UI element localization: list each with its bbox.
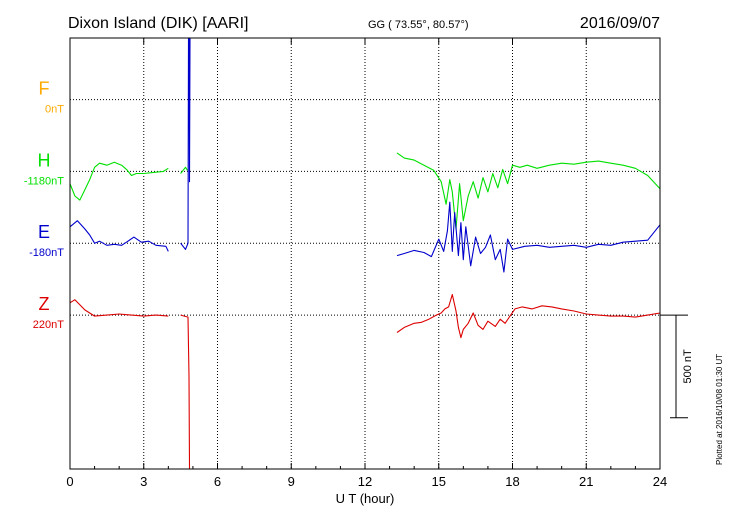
x-axis-ticks: 0 3 6 9 12 15 18 21 24 xyxy=(66,38,667,489)
plotted-note: Plotted at 2016/10/08 01:30 UT xyxy=(715,354,724,465)
series-line-Z xyxy=(396,293,661,339)
x-tick-label: 0 xyxy=(66,474,73,489)
x-axis-label: U T (hour) xyxy=(336,491,395,506)
series-line-E xyxy=(396,201,661,273)
component-labels: F 0nT H -1180nT E -180nT Z 220nT xyxy=(24,79,64,332)
x-tick-label: 3 xyxy=(140,474,147,489)
series-line-Z xyxy=(69,299,169,317)
series-lines xyxy=(69,37,661,470)
series-line-H xyxy=(180,166,188,174)
x-tick-label: 9 xyxy=(288,474,295,489)
series-line-H xyxy=(396,152,661,230)
component-letter-Z: Z xyxy=(39,294,50,314)
series-line-Z xyxy=(180,314,191,470)
x-tick-label: 21 xyxy=(579,474,593,489)
scale-bar-label: 500 nT xyxy=(682,349,694,384)
date-label: 2016/09/07 xyxy=(580,15,660,32)
series-line-E xyxy=(69,220,169,252)
component-letter-E: E xyxy=(38,222,50,242)
x-tick-label: 12 xyxy=(358,474,372,489)
baseline-value-Z: 220nT xyxy=(33,319,64,331)
series-line-H xyxy=(69,161,169,201)
x-tick-label: 6 xyxy=(214,474,221,489)
grid-lines xyxy=(70,38,660,469)
x-tick-label: 18 xyxy=(505,474,519,489)
series-line-E xyxy=(180,37,191,250)
component-letter-H: H xyxy=(38,150,51,170)
station-title: Dixon Island (DIK) [AARI] xyxy=(68,15,249,32)
x-tick-label: 24 xyxy=(653,474,667,489)
baseline-value-F: 0nT xyxy=(45,104,64,116)
station-coordinates: GG ( 73.55°, 80.57°) xyxy=(368,19,469,31)
baseline-value-E: -180nT xyxy=(29,247,64,259)
x-tick-label: 15 xyxy=(432,474,446,489)
component-letter-F: F xyxy=(39,79,50,99)
baseline-value-H: -1180nT xyxy=(24,175,64,187)
scale-bar: 500 nT xyxy=(660,314,694,419)
